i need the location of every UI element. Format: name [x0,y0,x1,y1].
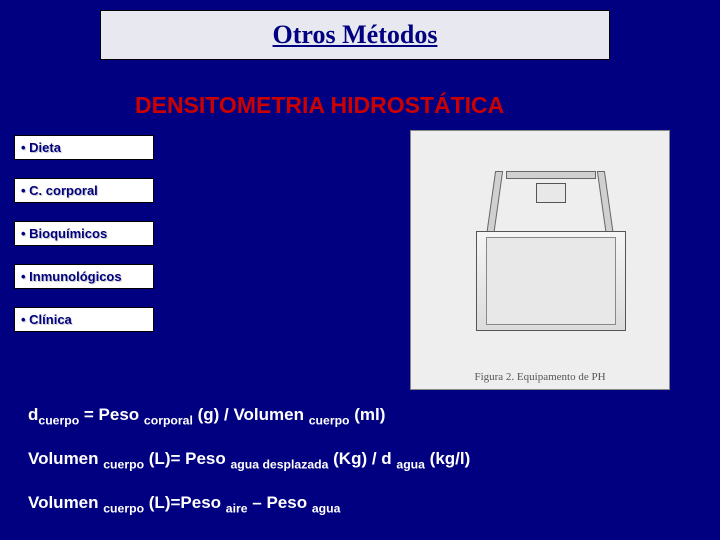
formulas-block: dcuerpo = Peso corporal (g) / Volumen cu… [28,406,470,538]
title-box: Otros Métodos [100,10,610,60]
sidebar: • Dieta • C. corporal • Bioquímicos • In… [14,135,154,332]
sidebar-item-clinica: • Clínica [14,307,154,332]
formula-3: Volumen cuerpo (L)=Peso aire – Peso agua [28,494,470,516]
formula-2: Volumen cuerpo (L)= Peso agua desplazada… [28,450,470,472]
figure-equipment: Figura 2. Equipamento de PH [410,130,670,390]
sidebar-item-bioquimicos: • Bioquímicos [14,221,154,246]
title-text: Otros Métodos [273,20,438,50]
sidebar-item-inmunologicos: • Inmunológicos [14,264,154,289]
figure-caption: Figura 2. Equipamento de PH [411,371,669,383]
sidebar-item-corporal: • C. corporal [14,178,154,203]
tank-drawing [466,171,636,351]
sidebar-item-dieta: • Dieta [14,135,154,160]
subtitle: DENSITOMETRIA HIDROSTÁTICA [135,92,504,119]
formula-1: dcuerpo = Peso corporal (g) / Volumen cu… [28,406,470,428]
